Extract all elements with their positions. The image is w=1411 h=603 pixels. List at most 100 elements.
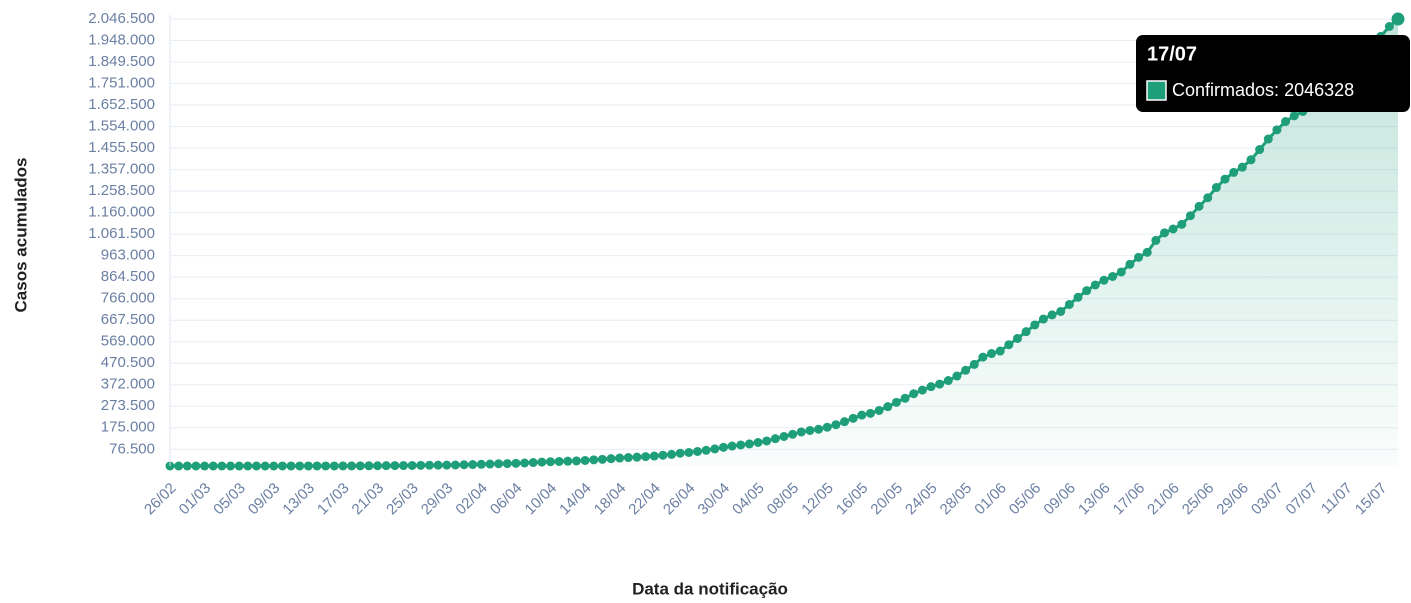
point (995, 346, 1005, 356)
point (727, 441, 737, 451)
y-tick-label: 569.000 (101, 333, 155, 350)
point (632, 452, 642, 462)
point (623, 453, 633, 463)
grid (170, 18, 1398, 450)
point (502, 459, 512, 469)
point (312, 461, 322, 471)
point (476, 459, 486, 469)
x-tick-label: 28/05 (937, 480, 976, 519)
point (1246, 155, 1256, 165)
point (952, 371, 962, 381)
point (805, 425, 815, 435)
point (961, 365, 971, 375)
point (433, 460, 443, 470)
point (537, 457, 547, 467)
point (840, 417, 850, 427)
point (1021, 327, 1031, 337)
point (1168, 224, 1178, 234)
point (710, 444, 720, 454)
point (485, 459, 495, 469)
point (217, 461, 227, 471)
y-tick-label: 2.046.500 (88, 10, 155, 27)
point (814, 424, 824, 434)
point (822, 422, 832, 432)
point (969, 359, 979, 369)
tooltip: 17/07 Confirmados: 2046328 (1136, 35, 1410, 112)
point (744, 439, 754, 449)
point (1030, 320, 1040, 330)
point (1082, 286, 1092, 296)
point (1255, 145, 1265, 155)
point (303, 461, 313, 471)
point (251, 461, 261, 471)
point (987, 349, 997, 359)
point (1099, 275, 1109, 285)
point (909, 389, 919, 399)
x-tick-label: 05/03 (210, 480, 249, 519)
x-tick-label: 01/06 (971, 480, 1010, 519)
x-tick-label: 22/04 (625, 480, 664, 519)
point (260, 461, 270, 471)
point (364, 461, 374, 471)
point (580, 455, 590, 465)
x-tick-label: 02/04 (452, 480, 491, 519)
x-tick-label: 10/04 (522, 480, 561, 519)
point (1211, 183, 1221, 193)
x-tick-label: 15/07 (1352, 480, 1391, 519)
point (1116, 267, 1126, 277)
point (182, 461, 192, 471)
y-tick-label: 864.500 (101, 268, 155, 285)
point (857, 410, 867, 420)
point (675, 448, 685, 458)
y-tick-label: 1.554.000 (88, 118, 155, 135)
area (170, 19, 1398, 467)
point (1281, 117, 1291, 127)
x-tick-label: 12/05 (798, 480, 837, 519)
point (1160, 228, 1170, 238)
point (511, 458, 521, 468)
point (1391, 12, 1405, 26)
point (373, 461, 383, 471)
point (450, 460, 460, 470)
point (1289, 111, 1299, 121)
y-tick-label: 1.849.500 (88, 53, 155, 70)
point (390, 461, 400, 471)
point (554, 456, 564, 466)
point (208, 461, 218, 471)
y-tick-label: 1.357.000 (88, 161, 155, 178)
x-tick-label: 13/03 (279, 480, 318, 519)
point (943, 376, 953, 386)
point (796, 427, 806, 437)
point (407, 460, 417, 470)
y-tick-label: 1.258.500 (88, 182, 155, 199)
point (597, 454, 607, 464)
point (891, 397, 901, 407)
point (900, 393, 910, 403)
point (1038, 314, 1048, 324)
x-tick-label: 05/06 (1006, 480, 1045, 519)
point (779, 431, 789, 441)
point (1220, 174, 1230, 184)
x-tick-label: 01/03 (176, 480, 215, 519)
x-tick-label: 26/02 (141, 480, 180, 519)
x-tick-label: 13/06 (1075, 480, 1114, 519)
point (649, 451, 659, 461)
point (1125, 259, 1135, 269)
point (1012, 333, 1022, 343)
point (1185, 211, 1195, 221)
point (416, 460, 426, 470)
y-tick-label: 470.500 (101, 354, 155, 371)
point (424, 460, 434, 470)
tooltip-title: 17/07 (1147, 43, 1197, 65)
x-tick-label: 09/03 (245, 480, 284, 519)
point (286, 461, 296, 471)
x-tick-label: 03/07 (1248, 480, 1287, 519)
point (1194, 201, 1204, 211)
point (546, 457, 556, 467)
point (243, 461, 253, 471)
x-tick-label: 30/04 (695, 480, 734, 519)
point (381, 461, 391, 471)
point (459, 460, 469, 470)
y-tick-label: 273.500 (101, 397, 155, 414)
y-tick-label: 1.948.000 (88, 31, 155, 48)
